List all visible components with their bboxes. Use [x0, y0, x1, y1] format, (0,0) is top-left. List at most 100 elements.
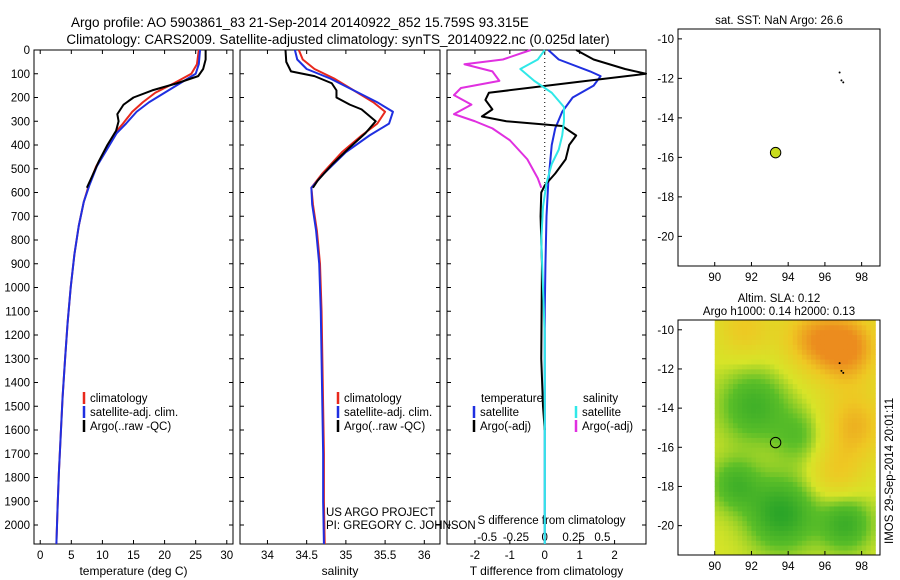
sla-heatmap-cell	[714, 540, 720, 546]
sla-heatmap-cell	[861, 530, 867, 536]
sla-heatmap-cell	[801, 471, 807, 478]
sla-heatmap-cell	[870, 452, 876, 458]
sla-heatmap-cell	[737, 403, 743, 409]
sla-heatmap-cell	[815, 403, 821, 409]
sla-heatmap-cell	[852, 354, 858, 360]
sla-heatmap-cell	[779, 525, 784, 531]
sla-heatmap-cell	[866, 525, 872, 531]
sla-heatmap-cell	[820, 324, 826, 331]
sla-heatmap-cell	[861, 520, 867, 527]
sla-heatmap-cell	[728, 525, 734, 531]
sla-heatmap-cell	[769, 496, 775, 502]
sla-heatmap-cell	[824, 540, 830, 546]
sla-heatmap-cell	[774, 359, 780, 365]
sla-heatmap-cell	[866, 481, 872, 487]
sla-heatmap-cell	[733, 471, 739, 478]
sla-heatmap-cell	[765, 368, 771, 375]
sla-heatmap-cell	[824, 461, 830, 468]
sla-heatmap-cell	[801, 427, 807, 434]
sla-heatmap-cell	[847, 447, 853, 453]
sla-heatmap-cell	[728, 506, 734, 512]
sla-heatmap-cell	[815, 447, 821, 453]
sla-heatmap-cell	[751, 481, 757, 487]
sla-heatmap-cell	[820, 486, 826, 492]
sla-heatmap-cell	[801, 393, 807, 399]
sla-heatmap-cell	[838, 545, 844, 551]
sla-heatmap-cell	[861, 447, 867, 453]
temperature-legend-label: Argo(..raw -QC)	[90, 421, 171, 433]
sla-heatmap-cell	[714, 525, 720, 531]
sla-heatmap-cell	[779, 540, 784, 546]
sla-heatmap-cell	[829, 550, 835, 556]
sla-heatmap-cell	[834, 422, 840, 429]
sla-heatmap-cell	[792, 339, 798, 345]
sla-heatmap-cell	[756, 359, 762, 365]
sla-heatmap-cell	[783, 359, 789, 365]
sla-heatmap-cell	[834, 403, 840, 409]
sla-heatmap-cell	[769, 540, 775, 546]
sla-heatmap-cell	[870, 398, 876, 404]
sla-heatmap-cell	[733, 422, 739, 429]
sla-heatmap-cell	[861, 461, 867, 468]
sla-heatmap-cell	[824, 550, 830, 556]
sla-heatmap-cell	[843, 535, 849, 541]
sla-heatmap-cell	[714, 481, 720, 487]
sla-heatmap-cell	[728, 320, 734, 326]
sla-heatmap-cell	[806, 320, 812, 326]
sla-heatmap-cell	[870, 324, 876, 331]
sla-heatmap-cell	[728, 442, 734, 448]
sla-heatmap-cell	[852, 413, 858, 419]
sla-heatmap-cell	[820, 437, 826, 443]
sla-heatmap-cell	[843, 471, 849, 478]
sla-heatmap-cell	[838, 383, 844, 389]
sla-heatmap-cell	[824, 501, 830, 507]
sla-heatmap-cell	[728, 447, 734, 453]
sla-heatmap-cell	[806, 447, 812, 453]
sla-heatmap-cell	[742, 398, 748, 404]
sla-heatmap-cell	[765, 535, 771, 541]
sla-heatmap-cell	[834, 349, 840, 355]
sla-heatmap-cell	[806, 506, 812, 512]
sla-heatmap-cell	[719, 378, 725, 385]
sla-heatmap-cell	[774, 510, 780, 517]
sla-heatmap-cell	[870, 344, 876, 350]
sla-heatmap-cell	[838, 491, 844, 497]
sla-heatmap-cell	[834, 320, 840, 326]
sla-heatmap-cell	[765, 349, 771, 355]
salinity-plot-frame	[239, 49, 441, 545]
sla-heatmap-cell	[797, 535, 803, 541]
sla-heatmap-cell	[742, 442, 748, 448]
sla-heatmap-cell	[774, 398, 780, 404]
sla-heatmap-cell	[797, 383, 803, 389]
sla-heatmap-cell	[843, 413, 849, 419]
sla-heatmap-cell	[756, 550, 762, 556]
sla-heatmap-cell	[824, 486, 830, 492]
sla-heatmap-cell	[866, 437, 872, 443]
sla-heatmap-cell	[857, 496, 863, 502]
sla-heatmap-cell	[824, 515, 830, 522]
sla-heatmap-cell	[737, 354, 743, 360]
sla-heatmap-cell	[866, 334, 872, 340]
sla-heatmap-cell	[774, 466, 780, 473]
sla-heatmap-cell	[751, 344, 757, 350]
sla-heatmap-cell	[765, 530, 771, 536]
sla-heatmap-cell	[756, 506, 762, 512]
sla-heatmap-cell	[746, 408, 752, 414]
sla-heatmap-cell	[751, 540, 757, 546]
sla-heatmap-cell	[797, 452, 803, 458]
sla-heatmap-cell	[847, 432, 853, 438]
sla-heatmap-cell	[742, 447, 748, 453]
sla-heatmap-cell	[746, 515, 752, 522]
sla-heatmap-cell	[811, 403, 817, 409]
sla-heatmap-cell	[788, 422, 794, 429]
sla-heatmap-cell	[751, 545, 757, 551]
sla-heatmap-cell	[779, 359, 784, 365]
sla-heatmap-cell	[765, 324, 771, 331]
sla-heatmap-cell	[801, 520, 807, 527]
sla-heatmap-cell	[852, 422, 858, 429]
sla-heatmap-cell	[801, 339, 807, 345]
sla-heatmap-cell	[751, 461, 757, 468]
sla-heatmap-cell	[866, 354, 872, 360]
sla-heatmap-cell	[774, 457, 780, 463]
sla-heatmap-cell	[788, 403, 794, 409]
